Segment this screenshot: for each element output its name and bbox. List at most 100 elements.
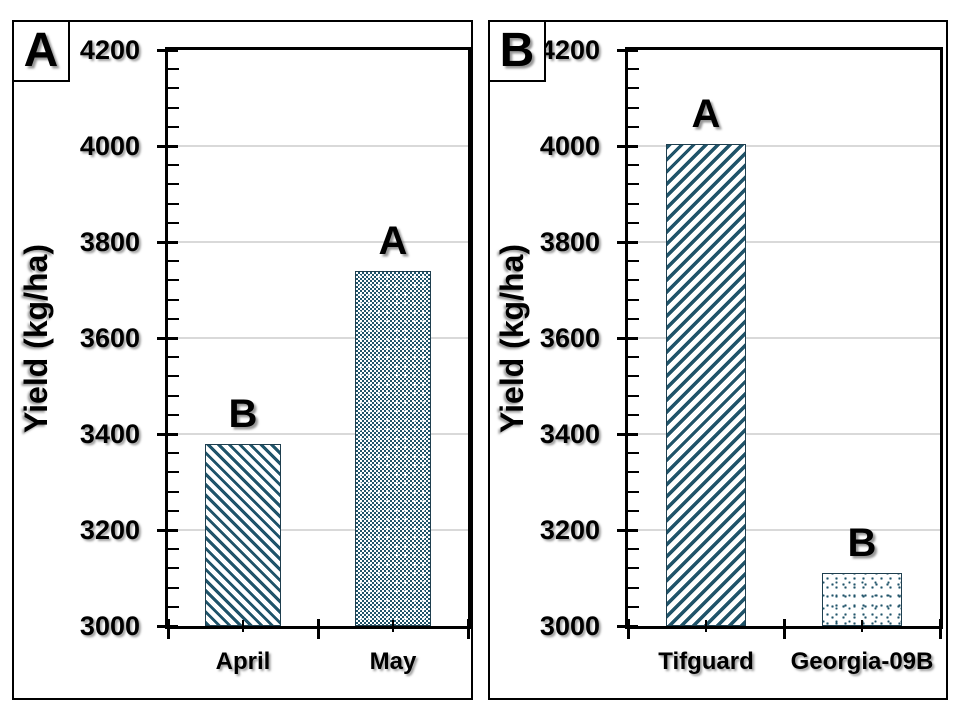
- x-axis-major-tick: [166, 619, 170, 639]
- y-axis-tick-label: 4200: [79, 35, 140, 65]
- panel-a-label-box: A: [12, 20, 70, 82]
- y-axis-minor-tick: [168, 260, 179, 263]
- y-axis-minor-tick: [628, 279, 639, 282]
- y-axis-minor-tick: [628, 221, 639, 224]
- y-axis-minor-tick: [168, 68, 179, 71]
- y-axis-minor-tick: [168, 279, 179, 282]
- gridline: [628, 241, 940, 243]
- y-axis-major-tick: [617, 432, 638, 436]
- panel-a: A Yield (kg/ha) 4200 4000 3800 3600 3400 3200…: [12, 20, 473, 700]
- y-axis-tick-label: 3400: [539, 419, 600, 449]
- bar-georgia-09b: [822, 573, 902, 626]
- y-axis-minor-tick: [628, 586, 639, 589]
- y-axis-minor-tick: [168, 548, 179, 551]
- y-axis-tick-label: 3800: [539, 227, 600, 257]
- y-axis-tick-label: 4000: [539, 131, 600, 161]
- y-axis-minor-tick: [168, 375, 179, 378]
- bar-tifguard: [666, 143, 746, 626]
- y-axis-minor-tick: [168, 164, 179, 167]
- gridline: [168, 433, 468, 435]
- x-axis-major-tick: [626, 619, 630, 639]
- significance-letter: A: [691, 91, 721, 136]
- y-axis-minor-tick: [628, 125, 639, 128]
- gridline: [628, 145, 940, 147]
- y-axis-minor-tick: [168, 413, 179, 416]
- y-axis-minor-tick: [628, 471, 639, 474]
- y-axis-minor-tick: [168, 183, 179, 186]
- gridline: [168, 337, 468, 339]
- y-axis-minor-tick: [628, 164, 639, 167]
- y-axis-minor-tick: [628, 298, 639, 301]
- y-axis-major-tick: [157, 432, 178, 436]
- significance-letter: B: [847, 521, 877, 566]
- y-axis-tick-label: 3000: [79, 611, 140, 641]
- y-axis-major-tick: [157, 48, 178, 52]
- y-axis-major-tick: [157, 336, 178, 340]
- plot-area: 4200 4000 3800 3600 3400 3200 3000 A Tifguard B Ge…: [540, 37, 943, 675]
- y-axis-minor-tick: [628, 68, 639, 71]
- x-axis-major-tick: [316, 619, 320, 639]
- y-axis-major-tick: [617, 336, 638, 340]
- bar-april: [205, 443, 281, 626]
- x-axis-minor-tick: [241, 620, 245, 632]
- y-axis-minor-tick: [168, 452, 179, 455]
- x-axis-minor-tick: [860, 620, 864, 632]
- y-axis-minor-tick: [628, 106, 639, 109]
- x-axis-major-tick: [466, 619, 470, 639]
- y-axis-minor-tick: [168, 605, 179, 608]
- y-axis-minor-tick: [628, 452, 639, 455]
- x-axis-category-label: Georgia-09B: [790, 648, 934, 675]
- y-axis-minor-tick: [168, 125, 179, 128]
- y-axis-minor-tick: [168, 394, 179, 397]
- panel-b-label-box: B: [488, 20, 546, 82]
- y-axis-minor-tick: [628, 375, 639, 378]
- y-axis-major-tick: [617, 240, 638, 244]
- significance-letter: B: [228, 391, 258, 436]
- y-axis-minor-tick: [628, 567, 639, 570]
- y-axis-minor-tick: [168, 298, 179, 301]
- y-axis-minor-tick: [168, 586, 179, 589]
- y-axis-minor-tick: [168, 509, 179, 512]
- y-axis-tick-label: 3200: [539, 515, 600, 545]
- y-axis-minor-tick: [628, 509, 639, 512]
- gridline: [628, 433, 940, 435]
- x-axis-category-label: April: [215, 648, 271, 675]
- gridline: [168, 241, 468, 243]
- gridline: [628, 529, 940, 531]
- y-axis-tick-label: 3200: [79, 515, 140, 545]
- y-axis-minor-tick: [168, 471, 179, 474]
- y-axis-minor-tick: [168, 356, 179, 359]
- y-axis-tick-label: 3000: [539, 611, 600, 641]
- y-axis-minor-tick: [628, 490, 639, 493]
- x-axis-category-label: May: [369, 648, 417, 675]
- y-axis-major-tick: [157, 528, 178, 532]
- bar-may: [355, 270, 431, 626]
- y-axis-tick-label: 3400: [79, 419, 140, 449]
- y-axis-minor-tick: [628, 87, 639, 90]
- y-axis-major-tick: [617, 48, 638, 52]
- y-axis-tick-label: 4200: [539, 35, 600, 65]
- y-axis-minor-tick: [168, 106, 179, 109]
- x-axis-minor-tick: [704, 620, 708, 632]
- y-axis-tick-label: 4000: [79, 131, 140, 161]
- panel-b: B Yield (kg/ha) 4200 4000 3800 3600 3400 3200…: [488, 20, 948, 700]
- y-axis-minor-tick: [168, 490, 179, 493]
- y-axis-tick-label: 3800: [79, 227, 140, 257]
- y-axis-major-tick: [157, 144, 178, 148]
- y-axis-major-tick: [157, 240, 178, 244]
- significance-letter: A: [378, 218, 408, 263]
- gridline: [168, 529, 468, 531]
- y-axis-tick-label: 3600: [79, 323, 140, 353]
- y-axis-minor-tick: [168, 202, 179, 205]
- x-axis-major-tick: [782, 619, 786, 639]
- panel-b-label: B: [499, 24, 535, 77]
- y-axis-minor-tick: [628, 202, 639, 205]
- y-axis-tick-label: 3600: [539, 323, 600, 353]
- gridline: [168, 145, 468, 147]
- x-axis-minor-tick: [391, 620, 395, 632]
- plot-area: 4200 4000 3800 3600 3400 3200 3000 B April A May: [80, 37, 471, 675]
- y-axis-major-tick: [617, 528, 638, 532]
- y-axis-minor-tick: [628, 548, 639, 551]
- y-axis-minor-tick: [628, 317, 639, 320]
